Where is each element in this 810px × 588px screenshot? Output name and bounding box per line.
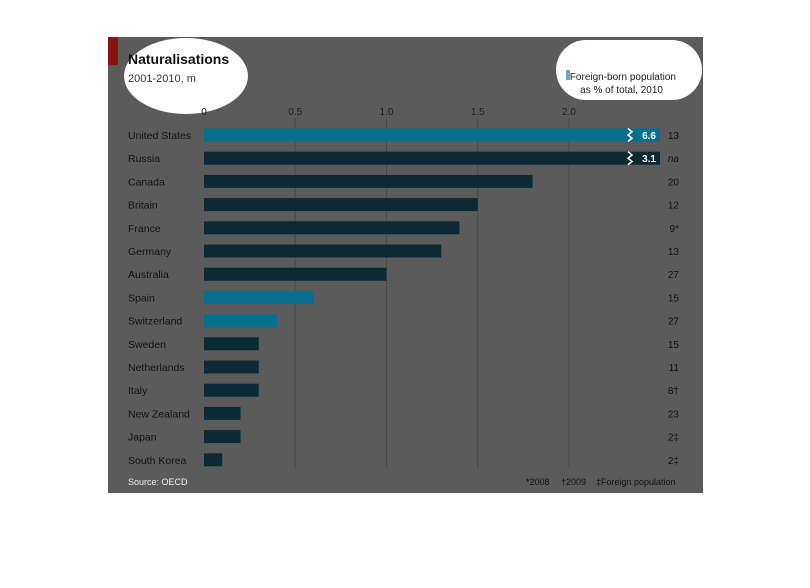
bar-layer bbox=[204, 129, 660, 467]
side-value: 13 bbox=[668, 247, 680, 258]
side-value: 15 bbox=[668, 340, 680, 351]
bar bbox=[204, 221, 460, 234]
bar bbox=[204, 175, 533, 188]
source-label: Source: OECD bbox=[128, 477, 188, 487]
category-label: Spain bbox=[128, 292, 155, 304]
bar bbox=[204, 198, 478, 211]
category-label: Switzerland bbox=[128, 316, 182, 328]
category-label: Britain bbox=[128, 200, 158, 212]
x-tick-label: 1.0 bbox=[380, 107, 394, 118]
bar bbox=[204, 129, 660, 142]
side-value: 27 bbox=[668, 317, 680, 328]
data-label: 6.6 bbox=[642, 131, 656, 142]
bar bbox=[204, 384, 259, 397]
side-value: 23 bbox=[668, 409, 680, 420]
bar bbox=[204, 268, 387, 281]
bar bbox=[204, 407, 241, 420]
side-value: 11 bbox=[669, 363, 680, 374]
side-value: 15 bbox=[668, 293, 680, 304]
bar-chart: 0 0.5 1.0 1.5 2.0 6.6 United States 13 3.1 Russia… bbox=[0, 0, 810, 588]
category-label: Germany bbox=[128, 246, 172, 258]
category-label: United States bbox=[128, 130, 191, 142]
grid-layer bbox=[295, 118, 569, 468]
category-label: Russia bbox=[128, 153, 160, 165]
x-tick-label: 0.5 bbox=[288, 107, 302, 118]
footnote-3: ‡Foreign population bbox=[596, 477, 676, 487]
data-label: 3.1 bbox=[642, 154, 656, 165]
footnote-1: *2008 bbox=[526, 477, 550, 487]
side-value: 13 bbox=[668, 131, 680, 142]
chart-title: Naturalisations bbox=[128, 51, 229, 67]
category-label: France bbox=[128, 223, 161, 235]
side-value: 27 bbox=[668, 270, 680, 281]
bar bbox=[204, 245, 441, 258]
side-header-line1: Foreign-born population bbox=[570, 72, 676, 83]
bar bbox=[204, 361, 259, 374]
category-label: Sweden bbox=[128, 339, 166, 351]
side-value: 9* bbox=[670, 224, 680, 235]
category-label: Italy bbox=[128, 385, 148, 397]
category-label: Australia bbox=[128, 269, 169, 281]
bar bbox=[204, 291, 314, 304]
category-label: Japan bbox=[128, 432, 157, 444]
x-tick-label: 2.0 bbox=[562, 107, 576, 118]
side-value: 12 bbox=[668, 201, 680, 212]
bar bbox=[204, 152, 660, 165]
category-label: Netherlands bbox=[128, 362, 185, 374]
category-label: Canada bbox=[128, 176, 165, 188]
x-tick-label: 0 bbox=[201, 107, 207, 118]
side-value: 8† bbox=[668, 386, 679, 397]
bar bbox=[204, 430, 241, 443]
side-value: 2‡ bbox=[668, 456, 679, 467]
chart-subtitle: 2001-2010, m bbox=[128, 73, 196, 85]
category-label: New Zealand bbox=[128, 408, 190, 420]
side-header-line2: as % of total, 2010 bbox=[580, 85, 663, 96]
side-value: na bbox=[668, 154, 680, 165]
category-label: South Korea bbox=[128, 455, 187, 467]
bar bbox=[204, 453, 222, 466]
side-value: 20 bbox=[668, 177, 680, 188]
bar bbox=[204, 314, 277, 327]
footnote-2: †2009 bbox=[561, 477, 586, 487]
bar bbox=[204, 337, 259, 350]
x-tick-label: 1.5 bbox=[471, 107, 485, 118]
side-value: 2‡ bbox=[668, 433, 679, 444]
